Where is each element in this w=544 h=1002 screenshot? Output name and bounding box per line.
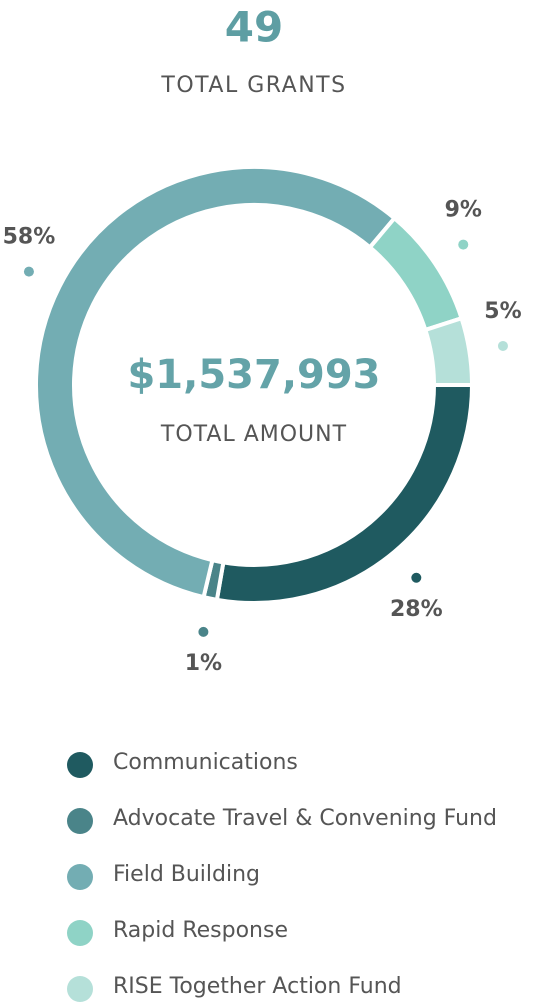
donut-segment <box>422 315 475 387</box>
legend-label: Communications <box>113 750 298 775</box>
label-dot <box>497 340 508 351</box>
legend-swatch <box>67 752 93 778</box>
data-label: 9% <box>445 198 482 223</box>
legend-swatch <box>67 920 93 946</box>
label-dot <box>411 572 422 583</box>
donut-segment <box>34 165 398 600</box>
label-dot <box>198 626 209 637</box>
label-dot <box>23 266 34 277</box>
center-label: TOTAL AMOUNT <box>160 422 347 447</box>
headline-label: TOTAL GRANTS <box>160 73 346 98</box>
data-label: 5% <box>484 299 521 324</box>
donut-segment <box>367 215 465 333</box>
legend-swatch <box>67 864 93 890</box>
legend-swatch <box>67 976 93 1002</box>
donut-segment <box>214 383 475 605</box>
data-label: 1% <box>185 651 222 676</box>
legend-label: Field Building <box>113 862 260 887</box>
legend-swatch <box>67 808 93 834</box>
center-value: $1,537,993 <box>127 352 380 398</box>
headline: 49 <box>225 3 283 52</box>
label-dot <box>458 239 469 250</box>
data-label: 58% <box>3 225 56 250</box>
legend-label: RISE Together Action Fund <box>113 974 402 999</box>
legend-label: Rapid Response <box>113 918 288 943</box>
legend-label: Advocate Travel & Convening Fund <box>113 806 497 831</box>
data-label: 28% <box>390 597 443 622</box>
